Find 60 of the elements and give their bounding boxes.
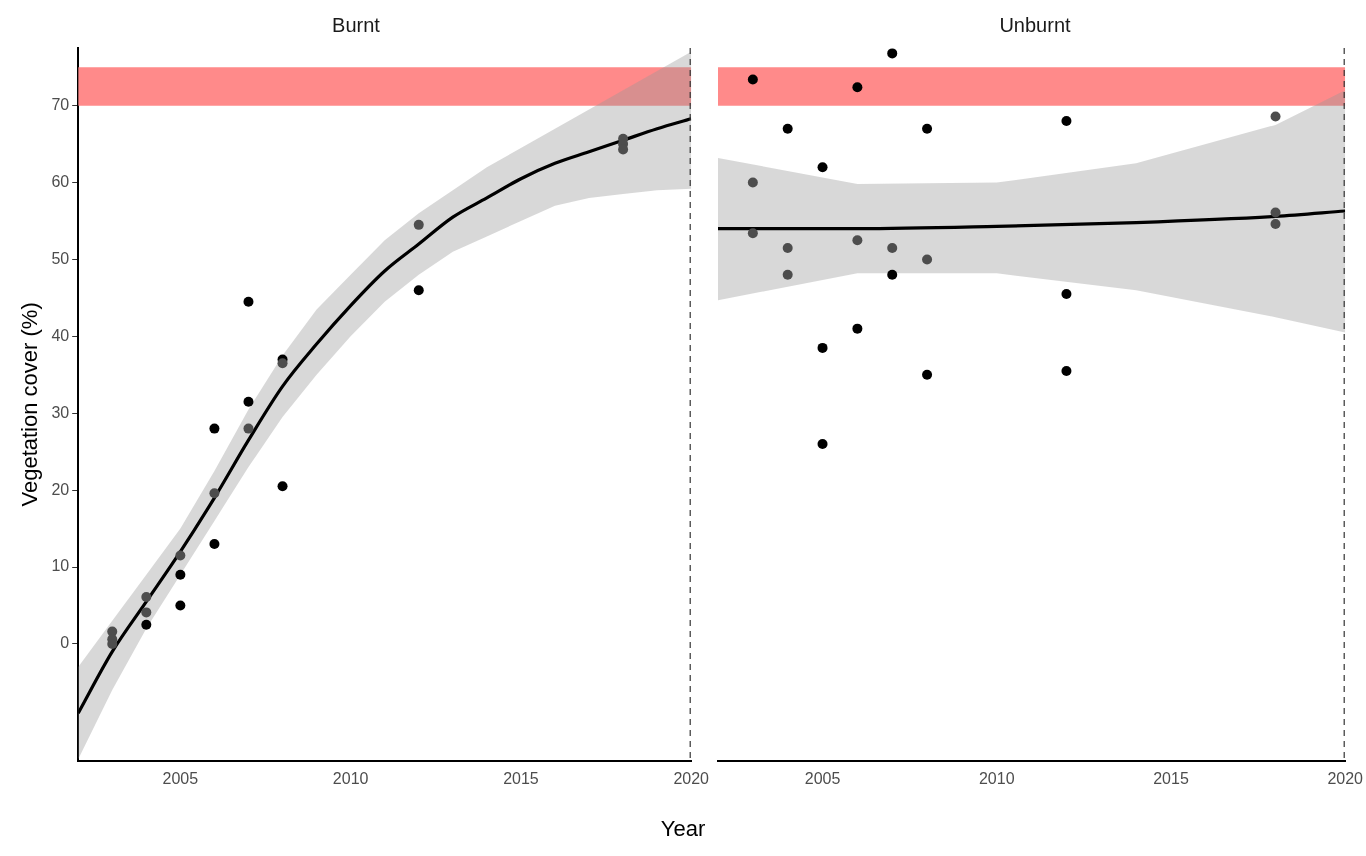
x-tick-label: 2020: [1327, 769, 1364, 787]
point: [922, 123, 933, 134]
point: [141, 592, 152, 603]
y-tick-label: 50: [51, 249, 70, 267]
point: [175, 550, 186, 561]
point: [141, 619, 152, 630]
x-tick-label: 2005: [162, 769, 199, 787]
point: [887, 269, 898, 280]
point: [747, 74, 758, 85]
point: [852, 235, 863, 246]
point: [1270, 219, 1281, 230]
point: [817, 162, 828, 173]
point: [922, 254, 933, 265]
point: [922, 369, 933, 380]
point: [1061, 289, 1072, 300]
point: [817, 439, 828, 449]
point: [1270, 111, 1281, 122]
point: [1061, 365, 1072, 376]
point: [413, 285, 424, 296]
y-axis-title: Vegetation cover (%): [17, 302, 43, 507]
point: [1061, 116, 1072, 127]
y-tick-label: 20: [51, 480, 70, 498]
x-tick-label: 2015: [503, 769, 539, 787]
point: [782, 242, 793, 253]
point: [141, 607, 152, 618]
point: [175, 569, 186, 580]
y-tick-label: 40: [51, 326, 70, 344]
x-tick-label: 2010: [332, 769, 369, 787]
point: [209, 488, 220, 499]
x-tick-label: 2010: [978, 769, 1015, 787]
x-axis-title: Year: [659, 816, 707, 842]
point: [243, 396, 254, 407]
point: [817, 342, 828, 353]
chart-title: Burnt: [332, 13, 381, 36]
point: [243, 423, 254, 434]
point: [1270, 207, 1281, 218]
chart-title: Unburnt: [999, 13, 1072, 36]
y-tick-label: 70: [51, 96, 70, 114]
point: [209, 538, 220, 549]
point: [852, 323, 863, 334]
point: [747, 177, 758, 188]
y-tick-label: 30: [51, 403, 70, 421]
x-tick-label: 2005: [804, 769, 841, 787]
point: [277, 481, 288, 492]
y-tick-label: 10: [51, 557, 70, 575]
point: [782, 123, 793, 134]
y-tick-label: 60: [51, 172, 70, 190]
point: [747, 228, 758, 239]
point: [887, 242, 898, 253]
y-tick-label: 0: [60, 634, 70, 652]
point: [413, 219, 424, 230]
point: [175, 600, 186, 611]
point: [782, 269, 793, 280]
x-tick-label: 2020: [673, 769, 710, 787]
point: [243, 296, 254, 307]
point: [887, 48, 898, 59]
point: [277, 358, 288, 369]
x-tick-label: 2015: [1153, 769, 1189, 787]
point: [209, 423, 220, 434]
point: [852, 82, 863, 93]
